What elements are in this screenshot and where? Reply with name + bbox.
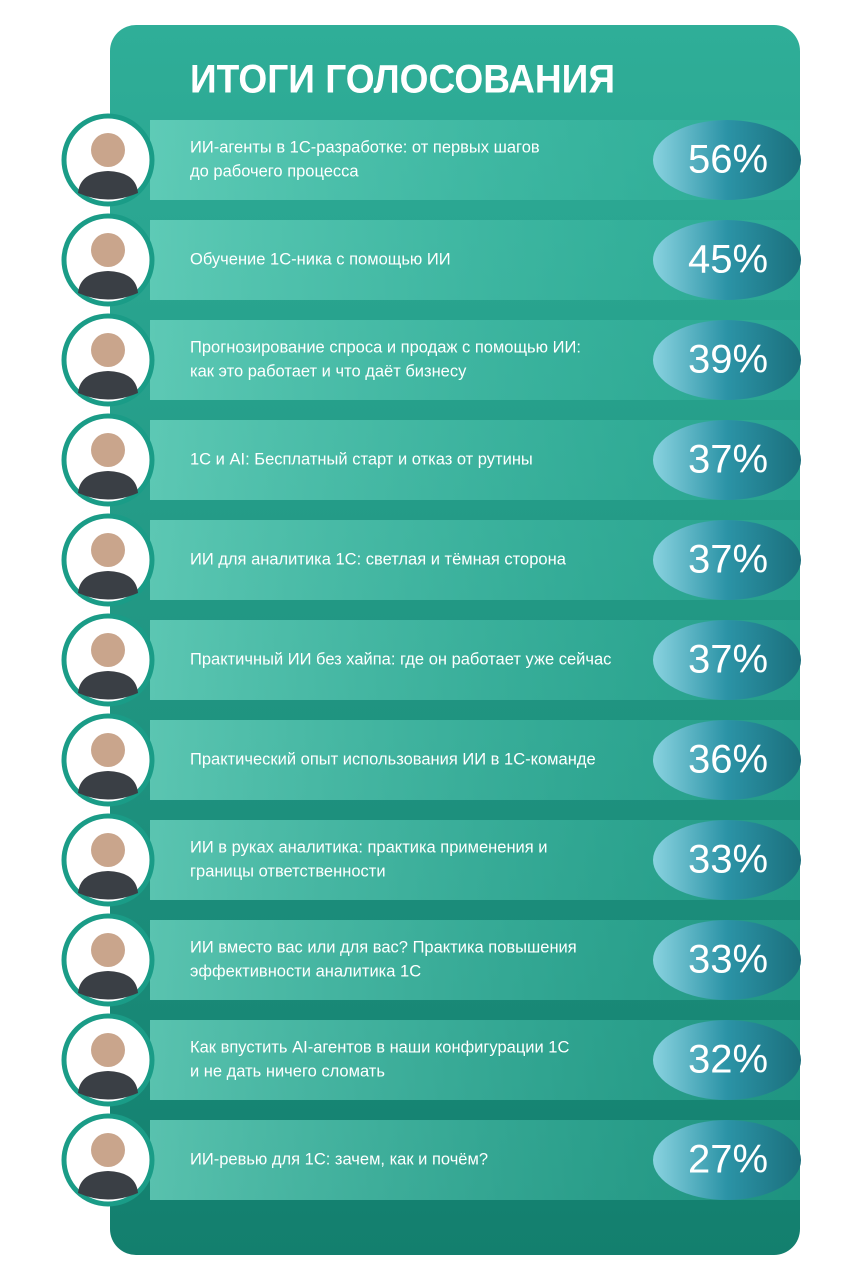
topic-line: эффективности аналитика 1С xyxy=(190,962,421,980)
percent-badge xyxy=(653,320,801,400)
percent-badge xyxy=(653,520,801,600)
avatar-body xyxy=(78,271,138,300)
avatar-body xyxy=(78,1171,138,1200)
topic-line: Прогнозирование спроса и продаж с помощь… xyxy=(190,338,581,356)
percent: 36% xyxy=(688,738,768,782)
percent: 33% xyxy=(688,838,768,882)
topic-line: Как впустить AI-агентов в наши конфигура… xyxy=(190,1038,569,1056)
row: 32% Как впустить AI-агентов в наши конфиг… xyxy=(61,1013,801,1107)
avatar-body xyxy=(78,971,138,1000)
topic-line: ИИ-агенты в 1С-разработке: от первых шаг… xyxy=(190,138,540,156)
percent: 37% xyxy=(688,638,768,682)
topic-line: Практичный ИИ без хайпа: где он работает… xyxy=(190,650,611,668)
row: 56% ИИ-агенты в 1С-разработке: от первых … xyxy=(61,113,801,207)
avatar-head xyxy=(91,1033,125,1067)
rows: 56% ИИ-агенты в 1С-разработке: от первых … xyxy=(61,113,801,1207)
percent-badge xyxy=(653,1120,801,1200)
avatar-body xyxy=(78,871,138,900)
topic-line: до рабочего процесса xyxy=(190,162,359,180)
avatar-head xyxy=(91,533,125,567)
avatar-body xyxy=(78,171,138,200)
avatar-body xyxy=(78,771,138,800)
avatar-body xyxy=(78,371,138,400)
title: ИТОГИ ГОЛОСОВАНИЯ xyxy=(190,58,615,102)
percent-badge xyxy=(653,720,801,800)
avatar-head xyxy=(91,233,125,267)
topic-line: и не дать ничего сломать xyxy=(190,1062,385,1080)
row: 33% ИИ вместо вас или для вас? Практика п… xyxy=(61,913,801,1007)
avatar-body xyxy=(78,1071,138,1100)
percent: 33% xyxy=(688,938,768,982)
row: 27% ИИ-ревью для 1С: зачем, как и почём? xyxy=(61,1113,801,1207)
avatar-head xyxy=(91,633,125,667)
avatar-head xyxy=(91,933,125,967)
avatar-head xyxy=(91,433,125,467)
avatar-body xyxy=(78,471,138,500)
avatar-head xyxy=(91,333,125,367)
row: 36% Практический опыт использования ИИ в … xyxy=(61,713,801,807)
percent: 39% xyxy=(688,338,768,382)
avatar-head xyxy=(91,733,125,767)
percent-badge xyxy=(653,920,801,1000)
percent-badge xyxy=(653,220,801,300)
topic-line: ИИ вместо вас или для вас? Практика повы… xyxy=(190,938,577,956)
topic-line: ИИ для аналитика 1С: светлая и тёмная ст… xyxy=(190,550,567,568)
topic-line: Практический опыт использования ИИ в 1С-… xyxy=(190,750,596,768)
percent: 56% xyxy=(688,138,768,182)
avatar-head xyxy=(91,1133,125,1167)
avatar-body xyxy=(78,571,138,600)
topic-line: ИИ в руках аналитика: практика применени… xyxy=(190,838,548,856)
row: 37% 1С и AI: Бесплатный старт и отказ от … xyxy=(61,413,801,507)
percent: 37% xyxy=(688,538,768,582)
percent-badge xyxy=(653,420,801,500)
percent: 37% xyxy=(688,438,768,482)
row: 37% Практичный ИИ без хайпа: где он работ… xyxy=(61,613,801,707)
percent: 45% xyxy=(688,238,768,282)
avatar-head xyxy=(91,833,125,867)
row: 45% Обучение 1С-ника с помощью ИИ xyxy=(61,213,801,307)
row: 39% Прогнозирование спроса и продаж с пом… xyxy=(61,313,801,407)
percent: 32% xyxy=(688,1038,768,1082)
percent-badge xyxy=(653,1020,801,1100)
topic-line: 1С и AI: Бесплатный старт и отказ от рут… xyxy=(190,450,533,468)
percent-badge xyxy=(653,620,801,700)
percent-badge xyxy=(653,820,801,900)
row: 33% ИИ в руках аналитика: практика примен… xyxy=(61,813,801,907)
percent: 27% xyxy=(688,1138,768,1182)
avatar-body xyxy=(78,671,138,700)
row: 37% ИИ для аналитика 1С: светлая и тёмная… xyxy=(61,513,801,607)
topic-line: Обучение 1С-ника с помощью ИИ xyxy=(190,250,451,268)
topic-line: границы ответственности xyxy=(190,862,386,880)
topic-line: как это работает и что даёт бизнесу xyxy=(190,362,467,380)
avatar-head xyxy=(91,133,125,167)
percent-badge xyxy=(653,120,801,200)
topic-line: ИИ-ревью для 1С: зачем, как и почём? xyxy=(190,1150,488,1168)
